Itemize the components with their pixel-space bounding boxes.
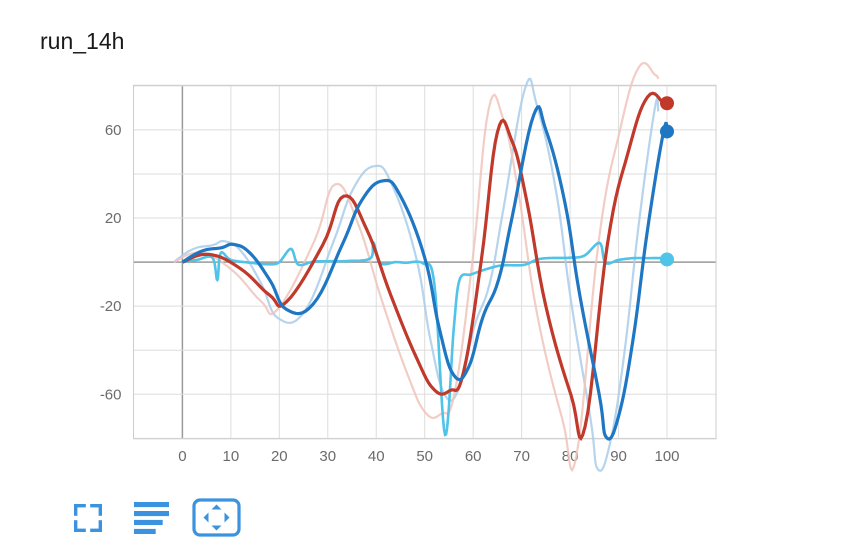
- svg-text:20: 20: [271, 448, 288, 465]
- svg-text:70: 70: [513, 448, 530, 465]
- svg-text:90: 90: [610, 448, 627, 465]
- svg-text:20: 20: [105, 210, 122, 227]
- svg-text:10: 10: [223, 448, 240, 465]
- svg-text:50: 50: [416, 448, 433, 465]
- svg-text:40: 40: [368, 448, 385, 465]
- svg-text:-20: -20: [100, 298, 122, 315]
- svg-text:100: 100: [654, 448, 679, 465]
- svg-text:60: 60: [105, 122, 122, 139]
- svg-text:30: 30: [319, 448, 336, 465]
- svg-text:0: 0: [178, 448, 186, 465]
- svg-text:-60: -60: [100, 386, 122, 403]
- svg-text:60: 60: [465, 448, 482, 465]
